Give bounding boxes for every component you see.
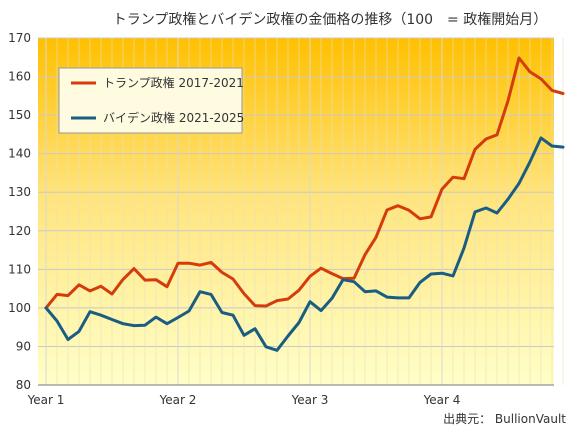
legend-label-trump: トランプ政権 2017-2021 (103, 75, 244, 90)
source-credit: 出典元： BullionVault (443, 412, 566, 426)
legend-label-biden: バイデン政権 2021-2025 (103, 110, 244, 125)
y-tick-label: 170 (8, 31, 31, 45)
y-tick-label: 150 (8, 108, 31, 122)
x-tick-label: Year 1 (27, 393, 65, 407)
x-tick-label: Year 4 (423, 393, 461, 407)
y-tick-label: 160 (8, 70, 31, 84)
y-tick-label: 110 (8, 262, 31, 276)
legend-box (58, 67, 243, 134)
x-tick-label: Year 2 (159, 393, 197, 407)
y-tick-label: 120 (8, 224, 31, 238)
x-gridlines (45, 38, 564, 385)
trump-series-line (44, 56, 565, 310)
biden-series-line (44, 136, 565, 352)
y-axis-tick-labels: 80 90 100 110 120 130 140 150 160 170 (8, 31, 31, 392)
x-axis-tick-labels: Year 1 Year 2 Year 3 Year 4 (27, 393, 461, 407)
y-tick-label: 80 (16, 378, 31, 392)
y-tick-label: 140 (8, 147, 31, 161)
y-tick-label: 130 (8, 185, 31, 199)
series-lines (44, 56, 565, 352)
chart-title: トランプ政権とバイデン政権の金価格の推移（100 = 政権開始月） (113, 11, 547, 28)
y-tick-label: 100 (8, 301, 31, 315)
legend: トランプ政権 2017-2021 バイデン政権 2021-2025 (58, 67, 244, 134)
x-tick-label: Year 3 (291, 393, 329, 407)
y-tick-label: 90 (16, 339, 31, 353)
